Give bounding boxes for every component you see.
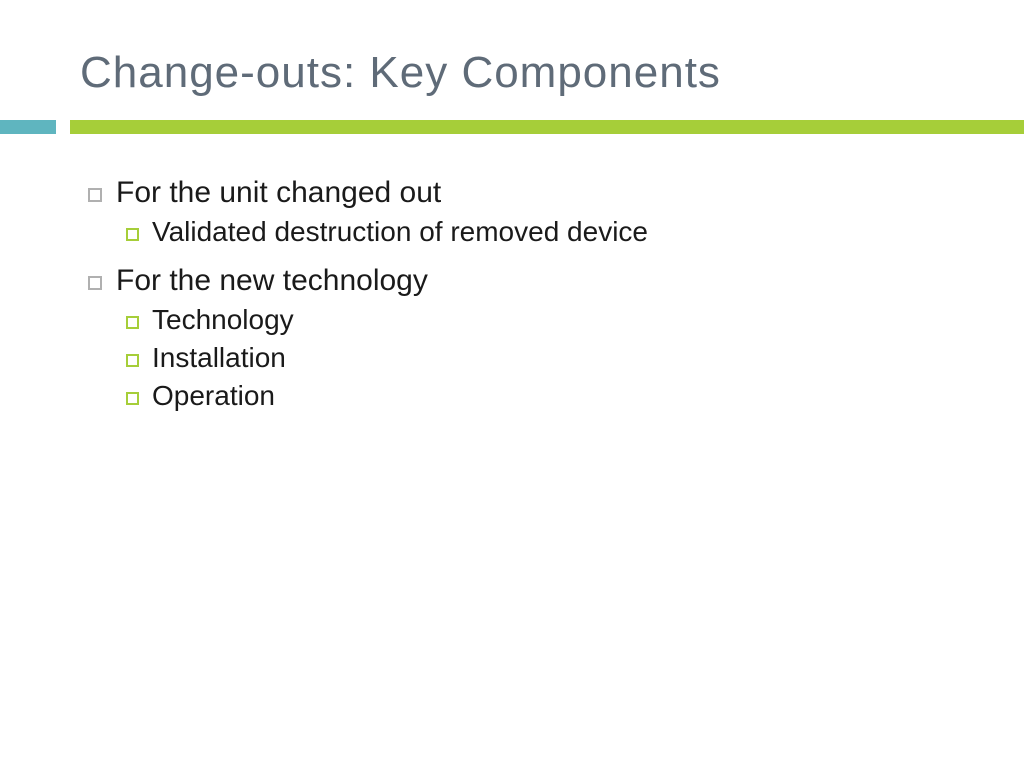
- list-item-text: For the new technology: [116, 264, 428, 298]
- list-subitem: Technology: [126, 304, 1024, 336]
- list-subitem-text: Operation: [152, 380, 275, 412]
- slide: Change-outs: Key Components For the unit…: [0, 0, 1024, 768]
- list-item-text: For the unit changed out: [116, 176, 441, 210]
- divider: [0, 120, 1024, 134]
- slide-body: For the unit changed out Validated destr…: [0, 176, 1024, 412]
- list-subitem-text: Validated destruction of removed device: [152, 216, 648, 248]
- list-subitem-text: Installation: [152, 342, 286, 374]
- list-subitem: Operation: [126, 380, 1024, 412]
- list-item: For the unit changed out: [88, 176, 1024, 210]
- list-subitem-text: Technology: [152, 304, 294, 336]
- divider-accent-green: [70, 120, 1024, 134]
- list-item: For the new technology: [88, 264, 1024, 298]
- square-bullet-icon: [88, 188, 102, 202]
- list-subitem: Installation: [126, 342, 1024, 374]
- square-bullet-icon: [126, 316, 139, 329]
- slide-title: Change-outs: Key Components: [0, 0, 1024, 98]
- square-bullet-icon: [126, 228, 139, 241]
- square-bullet-icon: [126, 354, 139, 367]
- divider-accent-teal: [0, 120, 56, 134]
- square-bullet-icon: [126, 392, 139, 405]
- divider-gap: [56, 120, 70, 134]
- square-bullet-icon: [88, 276, 102, 290]
- list-subitem: Validated destruction of removed device: [126, 216, 1024, 248]
